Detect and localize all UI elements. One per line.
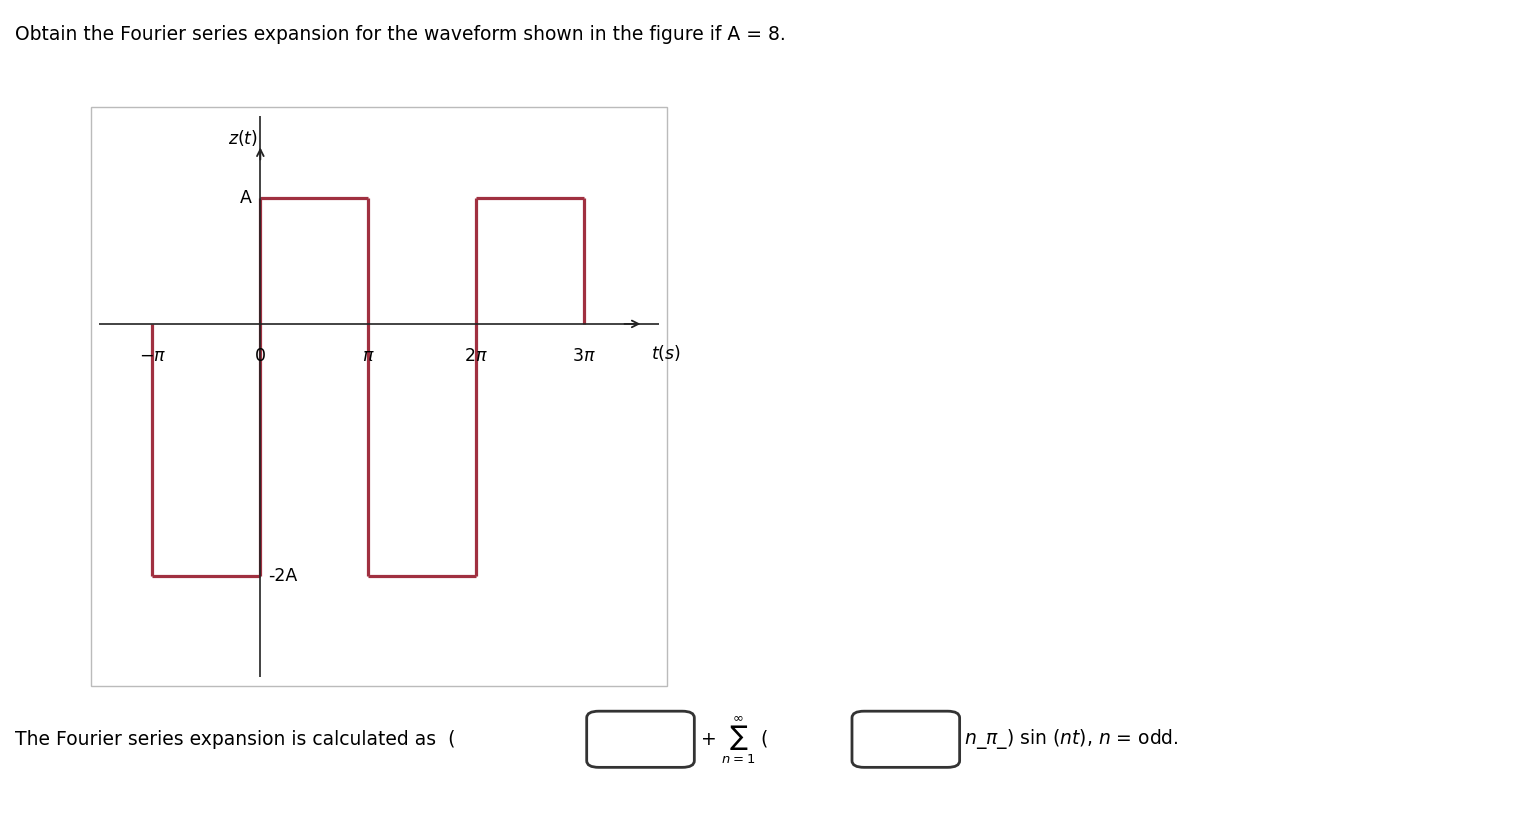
Text: Obtain the Fourier series expansion for the waveform shown in the figure if A = : Obtain the Fourier series expansion for … bbox=[15, 25, 785, 44]
Text: $-\pi$: $-\pi$ bbox=[139, 347, 167, 364]
Text: $3\pi$: $3\pi$ bbox=[572, 347, 596, 364]
Text: -2A: -2A bbox=[268, 567, 297, 586]
Text: $2\pi$: $2\pi$ bbox=[464, 347, 488, 364]
Text: The Fourier series expansion is calculated as  (: The Fourier series expansion is calculat… bbox=[15, 729, 456, 749]
Text: $\pi$: $\pi$ bbox=[362, 347, 374, 364]
Text: $z(t)$: $z(t)$ bbox=[227, 128, 258, 148]
Text: A: A bbox=[240, 188, 252, 206]
Text: / $n$_$\pi$_) sin ($nt$), $n$ = odd.: / $n$_$\pi$_) sin ($nt$), $n$ = odd. bbox=[952, 727, 1179, 752]
Text: $0$: $0$ bbox=[255, 347, 267, 364]
Text: $t(s)$: $t(s)$ bbox=[650, 343, 681, 363]
Text: ) + $\sum_{n=1}^{\infty}$ (: ) + $\sum_{n=1}^{\infty}$ ( bbox=[687, 713, 769, 766]
